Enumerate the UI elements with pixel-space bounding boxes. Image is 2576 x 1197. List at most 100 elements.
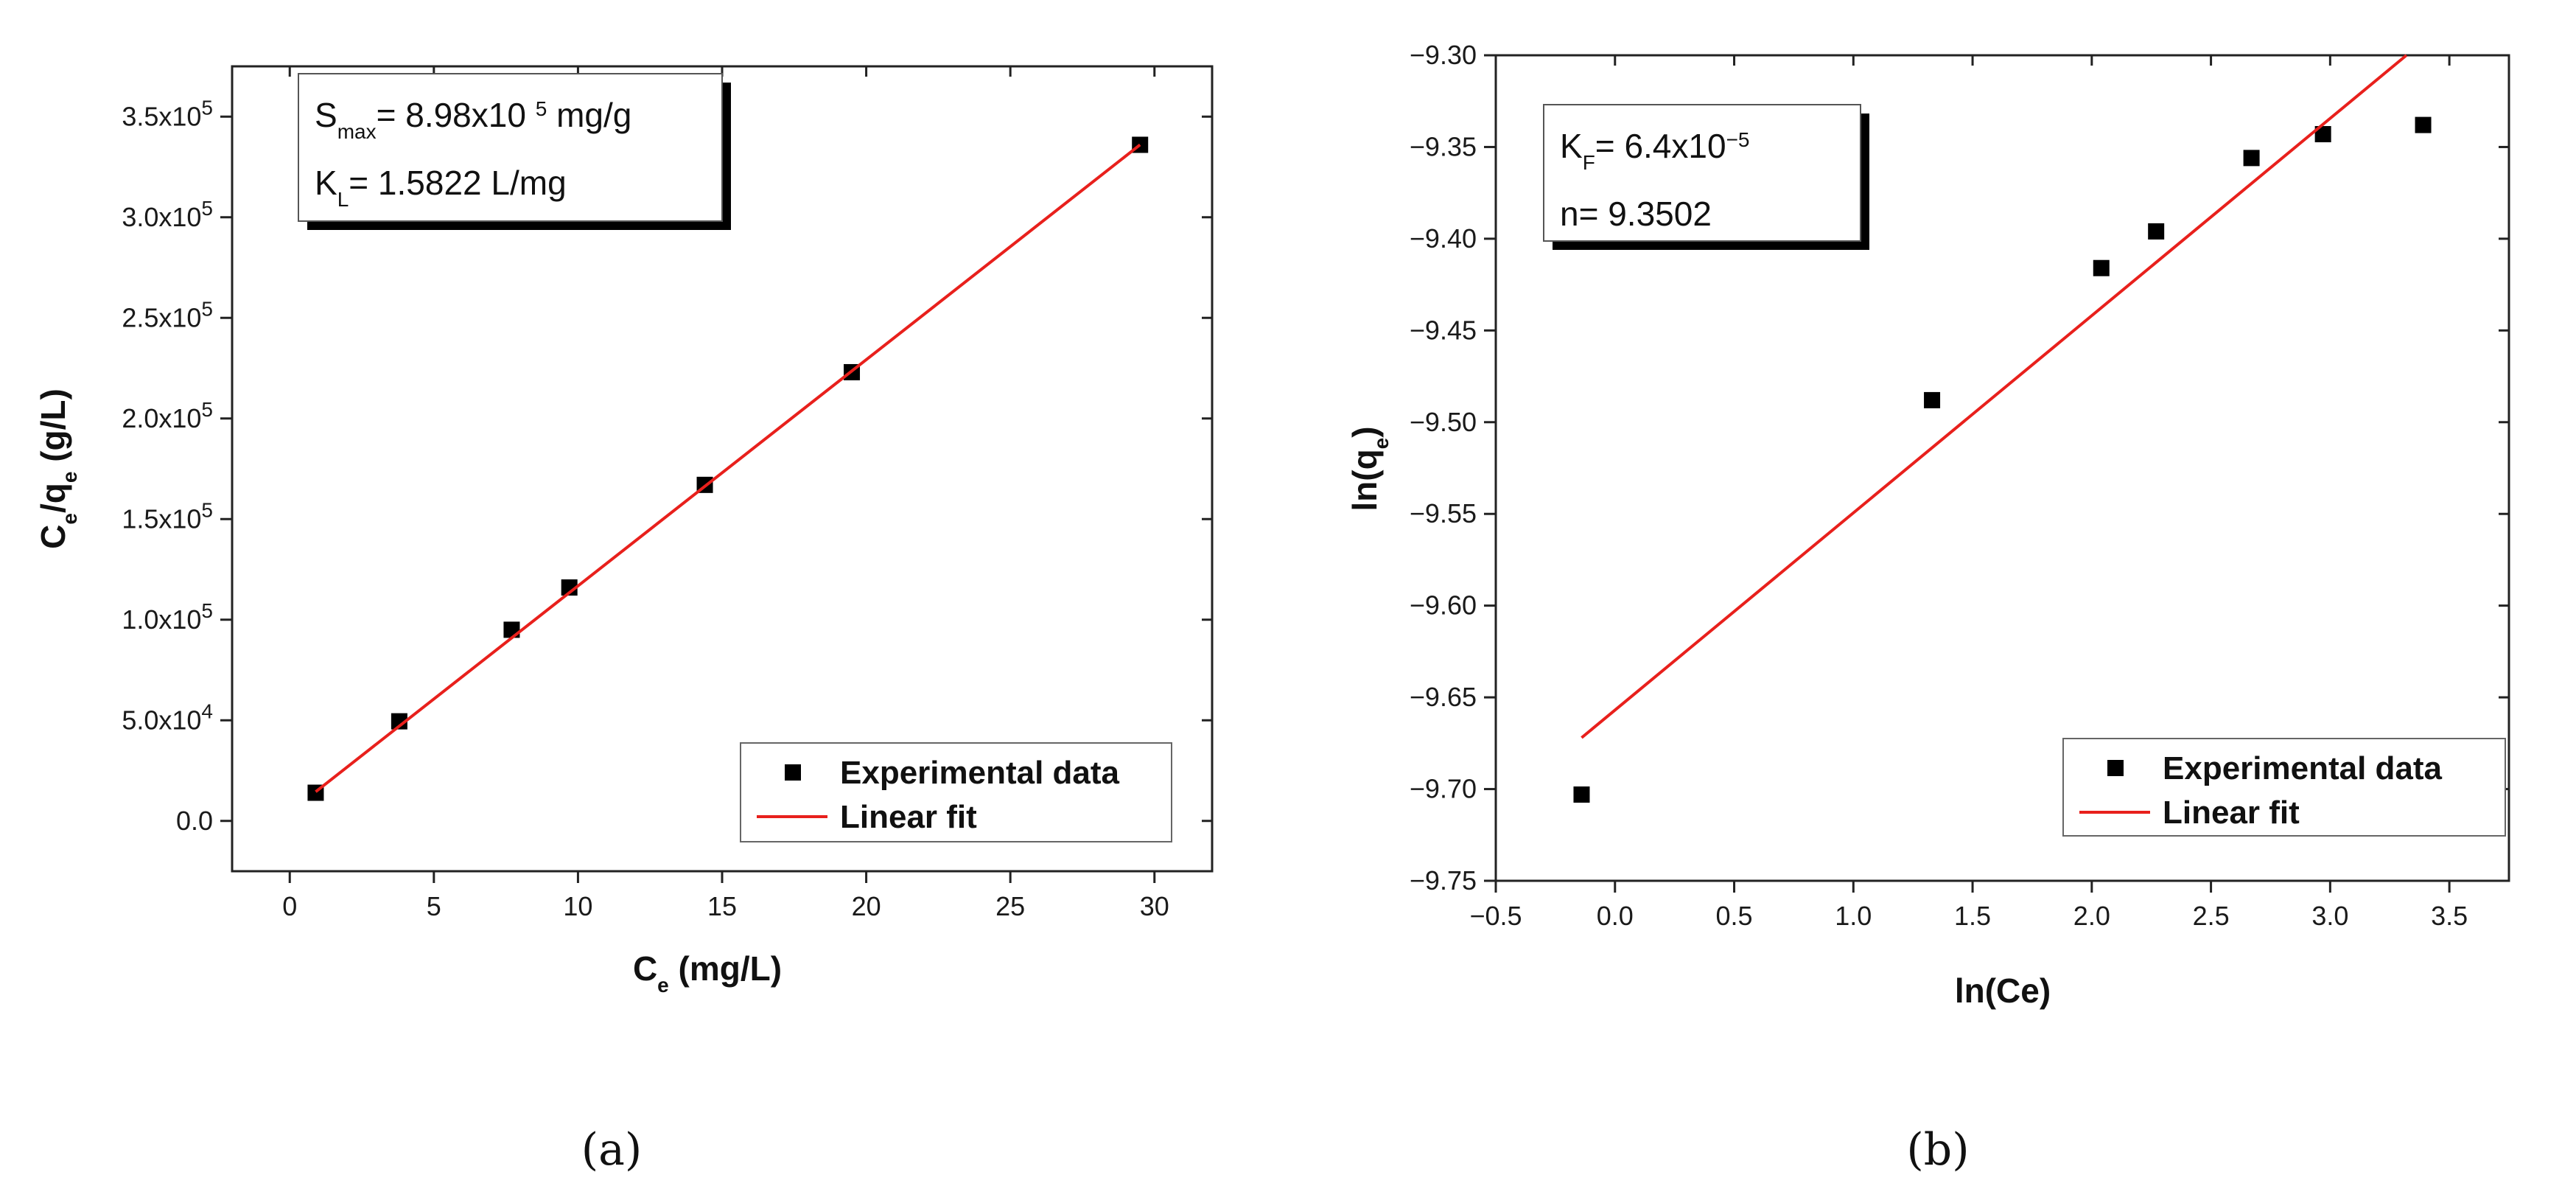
data-point	[2148, 223, 2165, 240]
y-tick-label: −9.55	[1410, 498, 1477, 528]
annotation-part: K	[1560, 127, 1583, 165]
x-tick-label: 1.0	[1835, 901, 1872, 931]
x-tick-label: 25	[995, 891, 1025, 921]
y-axis-title: ln(qe)	[1345, 426, 1393, 511]
x-tick-label: 0.5	[1716, 901, 1753, 931]
y-tick-label: −9.60	[1410, 590, 1477, 621]
y-tick-exponent: 5	[201, 96, 213, 119]
x-tick-label: 15	[707, 891, 737, 921]
y-tick-label: 2.0x105	[122, 397, 213, 433]
panel-label: (a)	[581, 1124, 643, 1176]
y-axis-title-part: e	[1370, 438, 1393, 450]
x-axis-title: ln(Ce)	[1955, 971, 2051, 1010]
x-tick-label: 1.5	[1954, 901, 1991, 931]
panel-label: (b)	[1906, 1124, 1969, 1176]
y-tick-label: −9.65	[1410, 682, 1477, 712]
y-tick-mantissa: 3.5x10	[122, 101, 201, 131]
x-tick-label: 0	[282, 891, 297, 921]
annotation-line: KL= 1.5822 L/mg	[315, 164, 567, 211]
x-tick-label: 5	[427, 891, 441, 921]
y-tick-mantissa: 1.5x10	[122, 503, 201, 534]
x-tick-label: 3.0	[2311, 901, 2348, 931]
annotation-line: Smax= 8.98x10 5 mg/g	[315, 96, 631, 143]
y-tick-mantissa: 5.0x10	[122, 705, 201, 735]
y-tick-mantissa: 1.0x10	[122, 604, 201, 635]
data-point	[1924, 391, 1941, 408]
y-axis-title-part: e	[58, 472, 81, 484]
y-tick-label: 0.0	[176, 806, 213, 836]
y-tick-exponent: 5	[201, 297, 213, 320]
data-point	[2415, 116, 2432, 133]
y-tick-label: −9.45	[1410, 315, 1477, 345]
y-axis-title: Ce/qe (g/L)	[34, 388, 81, 549]
x-axis-title: Ce (mg/L)	[633, 949, 782, 997]
y-tick-label: −9.70	[1410, 774, 1477, 804]
y-tick-label: 1.5x105	[122, 498, 213, 534]
annotation-part: = 8.98x10	[377, 96, 536, 134]
x-tick-label: 3.5	[2431, 901, 2468, 931]
y-tick-label: 5.0x104	[122, 699, 213, 736]
annotation-part: n= 9.3502	[1560, 195, 1712, 233]
x-axis-title-rest: (mg/L)	[669, 949, 782, 988]
series-linear-fit	[315, 143, 1141, 793]
y-tick-label: −9.50	[1410, 407, 1477, 437]
data-point	[2314, 126, 2331, 143]
legend-marker-square	[2107, 760, 2124, 776]
x-tick-label: 10	[563, 891, 592, 921]
series-linear-fit	[1581, 54, 2408, 739]
x-tick-label: 2.5	[2193, 901, 2230, 931]
legend-box	[740, 742, 1172, 842]
y-tick-exponent: 5	[201, 196, 213, 219]
x-tick-label: 30	[1140, 891, 1169, 921]
annotation-part: F	[1583, 151, 1595, 174]
annotation-part: = 6.4x10	[1595, 127, 1726, 165]
y-axis-title-part: ln(q	[1345, 449, 1384, 511]
x-axis-title-main: C	[633, 949, 657, 988]
legend-label: Linear fit	[840, 799, 977, 835]
y-axis-title-part: e	[58, 513, 81, 525]
x-axis-title-sub: e	[657, 974, 669, 997]
linear-fit-line	[315, 143, 1141, 793]
y-axis-title-part: /q	[34, 483, 72, 513]
y-tick-exponent: 5	[201, 598, 213, 621]
legend-label: Experimental data	[2163, 750, 2443, 786]
data-point	[503, 621, 520, 638]
y-tick-mantissa: 0.0	[176, 806, 213, 836]
y-tick-label: 3.0x105	[122, 196, 213, 232]
y-tick-label: −9.35	[1410, 131, 1477, 161]
y-tick-exponent: 5	[201, 397, 213, 420]
annotation-part: L	[337, 188, 349, 211]
annotation-box	[298, 73, 723, 222]
data-point	[1573, 786, 1590, 803]
y-tick-mantissa: 2.0x10	[122, 403, 201, 433]
series-experimental-data	[1573, 116, 2432, 803]
annotation-part: −5	[1726, 128, 1750, 151]
annotation-line: KF= 6.4x10−5	[1560, 127, 1750, 174]
legend-marker-square	[785, 764, 801, 781]
data-point	[391, 713, 407, 730]
data-point	[2093, 259, 2110, 276]
y-tick-mantissa: 2.5x10	[122, 302, 201, 332]
y-tick-label: −9.40	[1410, 223, 1477, 254]
y-tick-label: −9.75	[1410, 865, 1477, 896]
x-tick-label: 2.0	[2073, 901, 2110, 931]
annotation-part: 5	[536, 97, 547, 120]
y-axis-title-part: )	[1345, 426, 1384, 437]
legend-label: Experimental data	[840, 755, 1120, 791]
linear-fit-line	[1581, 54, 2408, 739]
y-tick-label: 2.5x105	[122, 297, 213, 333]
y-tick-label: −9.30	[1410, 40, 1477, 70]
annotation-part: max	[337, 120, 377, 143]
legend-label: Linear fit	[2163, 795, 2300, 831]
annotation-part: S	[315, 96, 337, 134]
y-tick-exponent: 4	[201, 699, 213, 722]
data-point	[561, 579, 578, 596]
x-tick-label: 0.0	[1597, 901, 1634, 931]
data-point	[2243, 150, 2260, 167]
legend-box	[2062, 738, 2506, 837]
x-tick-label: 20	[852, 891, 881, 921]
chart-panel-a: 0 5 10 15 20 25 300.05.0x1041.0x1051.5x1052.0x…	[34, 65, 1214, 1176]
y-tick-label: 1.0x105	[122, 598, 213, 635]
y-tick-exponent: 5	[201, 498, 213, 521]
y-tick-mantissa: 3.0x10	[122, 202, 201, 232]
